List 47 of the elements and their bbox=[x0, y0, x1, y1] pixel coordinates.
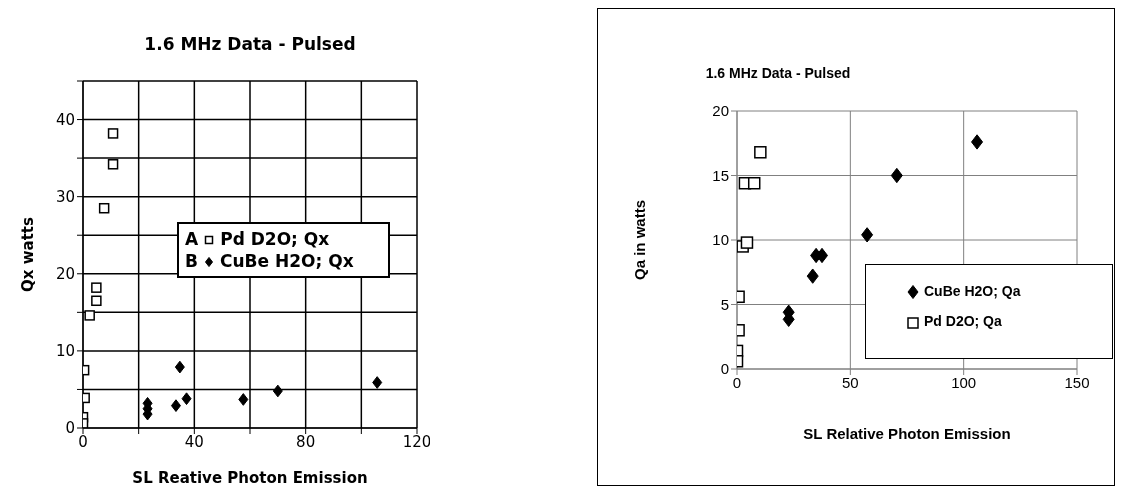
point bbox=[181, 392, 192, 406]
x-tick-label: 100 bbox=[951, 373, 977, 391]
point bbox=[971, 134, 984, 150]
point bbox=[91, 282, 102, 293]
y-axis-title: Qx watts bbox=[19, 216, 38, 292]
y-tick-label: 15 bbox=[712, 166, 729, 184]
point bbox=[107, 128, 119, 139]
x-tick-label: 40 bbox=[184, 432, 204, 451]
text: B CuBe H2O; Qx bbox=[185, 251, 354, 271]
point bbox=[754, 146, 767, 159]
text: A Pd D2O; Qx bbox=[185, 229, 330, 249]
y-tick-label: 40 bbox=[55, 110, 75, 129]
point bbox=[174, 360, 185, 374]
point bbox=[84, 310, 95, 321]
point bbox=[890, 167, 903, 184]
legend-label: Pd D2O; Qa bbox=[923, 313, 1003, 330]
point bbox=[747, 176, 761, 190]
point bbox=[272, 384, 283, 398]
point bbox=[91, 295, 102, 307]
y-tick-label: 10 bbox=[55, 342, 75, 361]
point bbox=[861, 227, 874, 243]
y-tick-label: 0 bbox=[65, 419, 75, 438]
y-tick-label: 5 bbox=[720, 295, 729, 313]
y-tick-label: 10 bbox=[712, 231, 729, 249]
point bbox=[238, 393, 249, 406]
y-tick-label: 0 bbox=[720, 360, 729, 378]
chart-title: 1.6 MHz Data - Pulsed bbox=[143, 34, 357, 54]
point bbox=[170, 399, 181, 412]
y-axis-title: Qa in watts bbox=[631, 199, 649, 281]
x-axis-title: SL Reative Photon Emission bbox=[132, 469, 368, 487]
point bbox=[740, 236, 754, 249]
x-axis-title: SL Relative Photon Emission bbox=[803, 425, 1011, 442]
point bbox=[98, 202, 110, 214]
point bbox=[107, 159, 119, 170]
y-tick-label: 20 bbox=[55, 265, 75, 284]
x-tick-label: 0 bbox=[78, 432, 88, 451]
x-tick-label: 50 bbox=[841, 373, 859, 391]
point bbox=[806, 268, 819, 284]
legend-label: CuBe H2O; Qa bbox=[923, 283, 1022, 300]
x-tick-label: 80 bbox=[296, 432, 316, 451]
y-tick-label: 20 bbox=[712, 102, 729, 120]
point bbox=[372, 376, 383, 389]
chart-title: 1.6 MHz Data - Pulsed bbox=[704, 65, 852, 81]
y-tick-label: 30 bbox=[55, 187, 75, 206]
x-tick-label: 120 bbox=[402, 432, 432, 451]
x-tick-label: 0 bbox=[732, 373, 742, 391]
x-tick-label: 150 bbox=[1064, 373, 1090, 391]
